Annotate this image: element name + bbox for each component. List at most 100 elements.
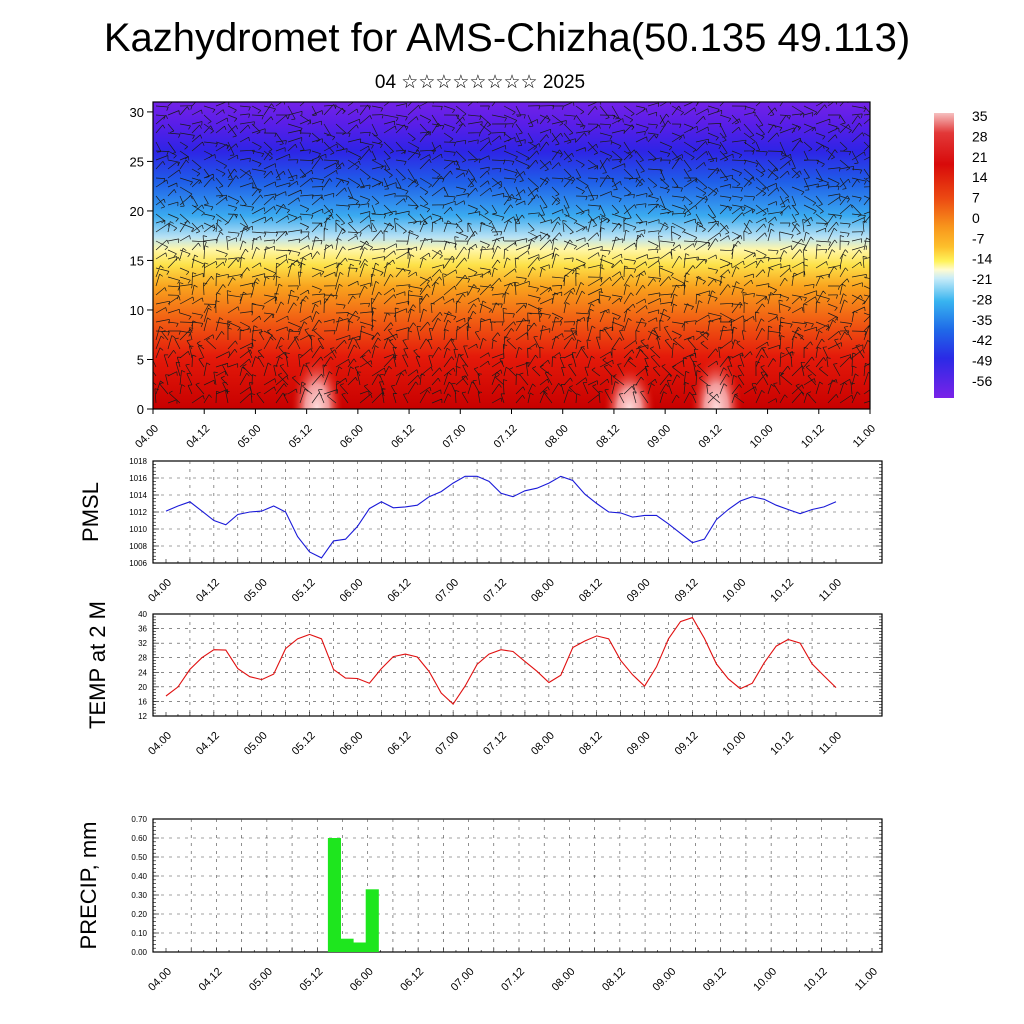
precip-bar	[365, 889, 379, 952]
x-tick-label: 09.12	[701, 966, 729, 994]
x-tick-label: 05.00	[236, 423, 264, 451]
x-tick-label: 08.12	[577, 577, 605, 605]
x-tick-label: 08.12	[600, 966, 628, 994]
y-tick-label: 0.30	[131, 891, 147, 900]
x-tick-label: 09.12	[673, 577, 701, 605]
x-tick-label: 09.00	[625, 577, 653, 605]
x-tick-label: 06.12	[389, 423, 417, 451]
y-axis-title: PRECIP, mm	[76, 822, 101, 950]
y-tick-label: 5	[137, 352, 144, 367]
y-tick-label: 0	[137, 402, 144, 417]
x-tick-label: 07.12	[492, 423, 520, 451]
minor-ticks	[153, 460, 882, 564]
precip-panel: 0.00 0.10 0.20 0.30 0.40 0.50 0.60 0.70 04.00 04.…	[76, 815, 883, 994]
y-tick-label: 30	[130, 105, 144, 120]
x-tick-label: 11.00	[817, 577, 844, 604]
y-tick-label: 12	[138, 712, 147, 721]
x-tick-label: 09.12	[673, 730, 701, 758]
y-tick-label: 1010	[129, 525, 147, 534]
y-tick-label: 0.40	[131, 872, 147, 881]
y-tick-label: 32	[138, 639, 147, 648]
x-tick-label: 10.12	[802, 966, 830, 994]
colorbar-label: 21	[972, 149, 988, 165]
x-tick-label: 04.00	[146, 966, 174, 994]
y-tick-label: 40	[138, 610, 147, 619]
y-tick-label: 0.00	[131, 948, 147, 957]
pmsl-panel: 1006 1008 1010 1012 1014 1016 1018 04.00 04.12 05…	[78, 457, 883, 605]
x-tick-label: 09.00	[650, 966, 678, 994]
y-tick-label: 0.60	[131, 834, 147, 843]
plot-frame	[152, 460, 883, 564]
minor-ticks	[153, 818, 882, 953]
x-tick-label: 05.12	[290, 730, 318, 758]
x-tick-label: 06.00	[338, 730, 366, 758]
y-tick-label: 0.70	[131, 815, 147, 824]
y-axis-title: TEMP at 2 M	[85, 601, 110, 729]
warm-core	[603, 365, 656, 409]
x-tick-label: 06.12	[385, 577, 413, 605]
x-tick-label: 07.00	[440, 423, 468, 451]
x-tick-label: 07.00	[449, 966, 477, 994]
x-tick-label: 09.00	[645, 423, 673, 451]
x-tick-label: 07.00	[433, 577, 461, 605]
x-tick-label: 04.12	[194, 730, 222, 758]
y-tick-label: 0.20	[131, 910, 147, 919]
page-title: Kazhydromet for AMS-Chizha(50.135 49.113…	[103, 16, 911, 60]
x-tick-label: 08.00	[550, 966, 578, 994]
temp2m-line	[165, 616, 837, 705]
y-tick-label: 16	[138, 697, 147, 706]
warm-core	[290, 354, 343, 409]
y-tick-label: 0.10	[131, 929, 147, 938]
x-tick-label: 10.00	[748, 423, 776, 451]
x-tick-label: 04.12	[197, 966, 225, 994]
x-tick-label: 05.12	[290, 577, 318, 605]
x-tick-label: 08.12	[577, 730, 605, 758]
x-tick-label: 04.00	[146, 730, 174, 758]
x-tick-label: 05.12	[297, 966, 325, 994]
y-tick-label: 20	[138, 683, 147, 692]
x-tick-label: 06.00	[348, 966, 376, 994]
colorbar-label: 35	[972, 108, 988, 124]
x-tick-label: 11.00	[817, 730, 844, 757]
colorbar-label: -21	[972, 271, 992, 287]
x-tick-label: 07.12	[499, 966, 527, 994]
x-tick-label: 10.12	[799, 423, 827, 451]
plot-frame	[152, 818, 883, 953]
warm-cores	[290, 354, 743, 409]
y-tick-label: 1006	[129, 559, 147, 568]
temperature-field	[153, 102, 870, 409]
y-tick-label: 1018	[129, 457, 147, 466]
minor-ticks	[153, 613, 882, 717]
colorbar-label: 28	[972, 128, 988, 144]
grid-lines	[153, 461, 882, 563]
colorbar-label: -28	[972, 291, 992, 307]
warm-core	[690, 354, 743, 409]
y-tick-label: 28	[138, 654, 147, 663]
y-tick-label: 15	[130, 253, 144, 268]
y-tick-label: 36	[138, 625, 147, 634]
y-tick-label: 1014	[129, 491, 147, 500]
colorbar-label: -7	[972, 230, 985, 246]
x-tick-label: 10.00	[720, 577, 748, 605]
y-tick-label: 0.50	[131, 853, 147, 862]
pmsl-line	[165, 475, 837, 559]
x-tick-label: 07.12	[481, 730, 509, 758]
colorbar-label: 7	[972, 190, 980, 206]
x-tick-label: 06.00	[338, 577, 366, 605]
x-tick-label: 08.00	[529, 730, 557, 758]
colorbar-label: -35	[972, 312, 992, 328]
wind-barb-paths	[153, 102, 870, 404]
colorbar-label: -56	[972, 373, 992, 389]
precip-bar	[327, 838, 341, 952]
wind-barbs	[153, 102, 870, 404]
x-tick-label: 08.00	[543, 423, 571, 451]
y-tick-label: 20	[130, 204, 144, 219]
y-tick-label: 25	[130, 154, 144, 169]
x-tick-label: 10.00	[720, 730, 748, 758]
precip-bar	[340, 938, 354, 952]
x-tick-label: 11.00	[851, 423, 878, 450]
x-tick-label: 10.12	[768, 730, 796, 758]
x-tick-label: 11.00	[853, 966, 880, 993]
colorbar-label: -14	[972, 251, 992, 267]
